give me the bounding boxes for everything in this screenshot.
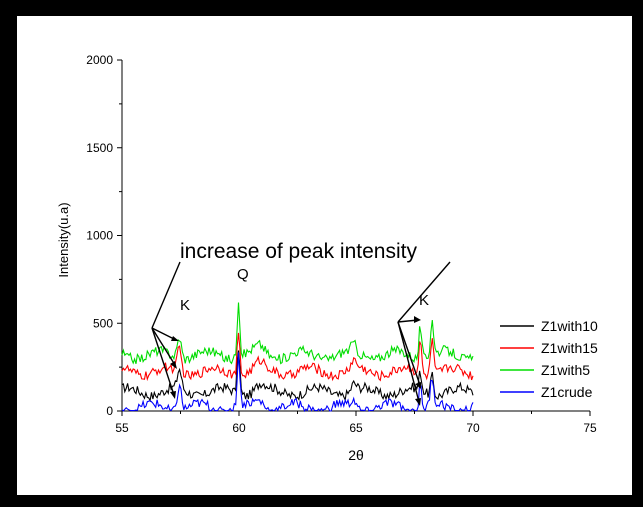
y-tick-label: 500	[93, 316, 113, 330]
y-axis-label: Intensity(u.a)	[56, 202, 71, 277]
y-tick-label: 0	[106, 404, 113, 418]
series-line-z1with10	[121, 350, 474, 403]
arrowhead-left-3	[170, 391, 176, 399]
y-tick-label: 1000	[86, 229, 113, 243]
legend-label: Z1crude	[541, 384, 593, 400]
x-tick-label: 75	[583, 421, 597, 435]
y-tick-label: 2000	[86, 53, 113, 67]
arrow-heads	[170, 316, 421, 406]
series-line-z1with15	[121, 332, 474, 382]
annotation-k-left: K	[180, 297, 190, 314]
x-tick-label: 55	[115, 421, 129, 435]
arrow-left-3	[151, 327, 175, 396]
chart-background	[17, 16, 632, 495]
arrowhead-left-2	[170, 361, 177, 369]
x-ticks: 55 60 65 70 75	[115, 411, 597, 435]
arrow-right-3	[397, 321, 420, 403]
arrow-from-label-right	[397, 261, 451, 323]
arrow-from-label-left	[151, 261, 181, 329]
series-lines	[121, 302, 474, 413]
x-axis-label: 2θ	[348, 447, 364, 463]
legend: Z1with10 Z1with15 Z1with5 Z1crude	[500, 318, 598, 400]
arrowhead-right-1	[414, 316, 421, 323]
legend-label: Z1with15	[541, 340, 598, 356]
arrow-right-2	[397, 321, 421, 386]
y-ticks: 0 500 1000 1500 2000	[86, 53, 122, 418]
annotation-k-right: K	[419, 292, 429, 309]
y-tick-label: 1500	[86, 141, 113, 155]
annotation-peak-intensity: increase of peak intensity	[180, 240, 417, 263]
arrowhead-right-2	[415, 382, 421, 389]
arrowhead-left-1	[171, 336, 179, 341]
x-tick-label: 65	[349, 421, 363, 435]
arrowhead-right-3	[415, 398, 421, 406]
arrow-left-2	[151, 327, 176, 366]
legend-label: Z1with5	[541, 362, 590, 378]
arrow-left-1	[151, 327, 177, 341]
x-tick-label: 60	[232, 421, 246, 435]
legend-label: Z1with10	[541, 318, 598, 334]
series-line-z1with5	[121, 302, 474, 365]
annotation-arrows	[151, 261, 451, 403]
x-tick-label: 70	[466, 421, 480, 435]
annotation-q: Q	[237, 266, 249, 283]
series-line-z1crude	[121, 352, 474, 413]
